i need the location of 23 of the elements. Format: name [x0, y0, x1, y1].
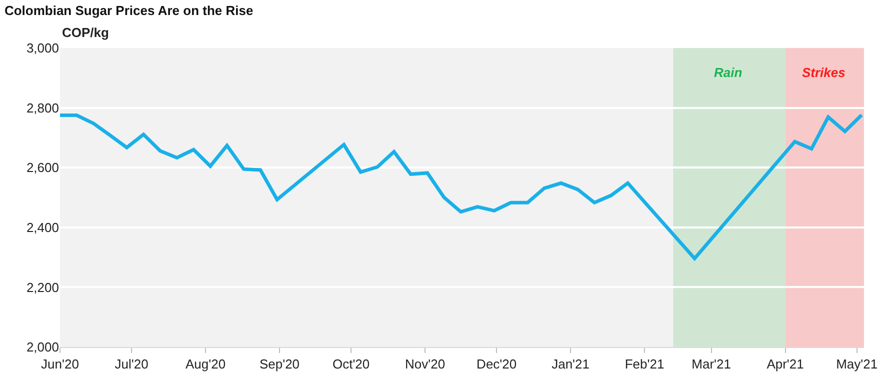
y-axis-title: COP/kg: [62, 25, 110, 40]
line-series: [60, 113, 864, 260]
x-tick-label: Jul'20: [114, 356, 148, 372]
band-label: Strikes: [802, 65, 846, 80]
x-tick-label: Dec'20: [476, 356, 517, 372]
x-tick-label: Apr'21: [766, 356, 804, 372]
x-tick-label: Aug'20: [185, 356, 226, 372]
x-tick-label: Mar'21: [692, 356, 731, 372]
y-tick-label: 2,400: [26, 220, 59, 235]
y-tick-label: 2,600: [26, 160, 59, 176]
y-tick-label: 2,200: [26, 280, 59, 295]
y-tick-label: 2,000: [26, 340, 59, 355]
x-tick-label: Jan'21: [552, 356, 590, 372]
x-tick-label: Feb'21: [624, 356, 664, 372]
chart-title: Colombian Sugar Prices Are on the Rise: [4, 2, 254, 18]
y-tick-label: 2,800: [26, 100, 59, 116]
x-tick-label: Oct'20: [332, 356, 370, 372]
x-tick-label: May'21: [836, 356, 878, 372]
x-tick-label: Nov'20: [404, 356, 446, 372]
y-tick-label: 3,000: [26, 40, 59, 56]
band-label: Rain: [714, 65, 742, 80]
x-tick-label: Sep'20: [259, 356, 300, 372]
x-tick-label: Jun'20: [41, 356, 79, 372]
